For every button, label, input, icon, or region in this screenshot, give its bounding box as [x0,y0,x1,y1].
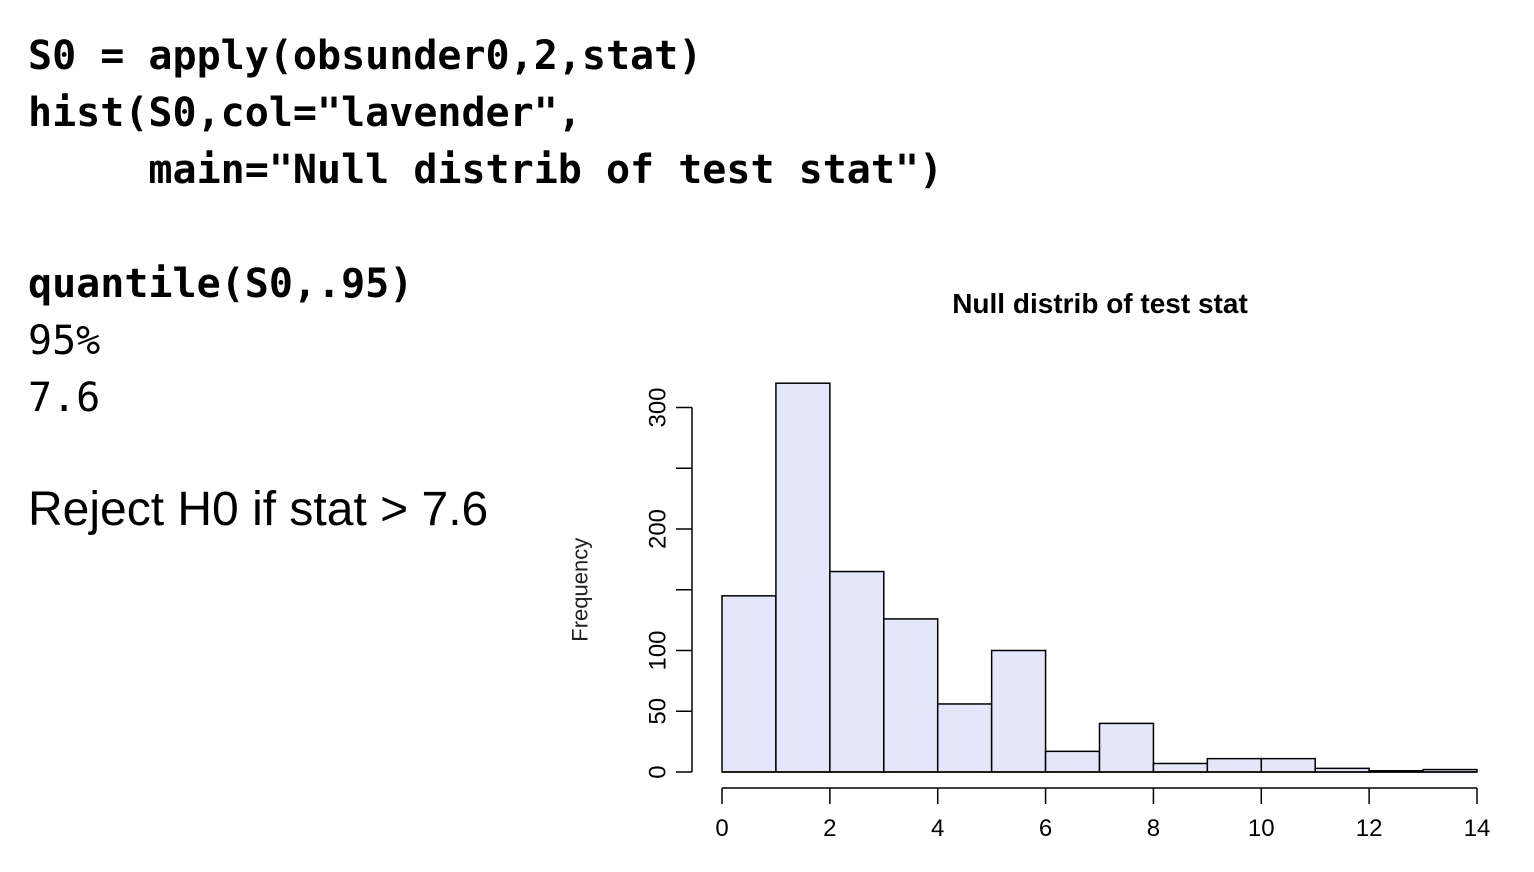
y-tick-label: 0 [645,765,672,778]
quantile-command: quantile(S0,.95) [28,261,414,307]
histogram-bar [775,382,831,773]
histogram-chart: Null distrib of test stat050100200300Fre… [568,288,1491,842]
chart-title: Null distrib of test stat [952,288,1248,319]
y-tick-label: 300 [645,387,672,427]
x-tick-label: 10 [1248,815,1275,842]
x-tick-label: 8 [1147,815,1160,842]
histogram-bar [990,649,1047,773]
x-tick-label: 4 [931,815,944,842]
histogram-bar [1152,762,1209,773]
rejection-rule: Reject H0 if stat > 7.6 [28,483,489,536]
x-tick-label: 12 [1356,815,1383,842]
y-tick-label: 50 [645,698,672,725]
code-line: S0 = apply(obsunder0,2,stat) [28,33,703,79]
quantile-output-value: 7.6 [28,375,101,421]
y-tick-label: 100 [645,630,672,670]
y-axis-label: Frequency [568,538,593,642]
histogram-bar [936,703,993,773]
histogram-bar [1044,750,1101,773]
histogram-bar [883,618,939,773]
histogram-bar [829,570,885,773]
y-tick-label: 200 [645,509,672,549]
quantile-output-label: 95% [28,318,101,364]
histogram-bar [1260,757,1316,773]
x-tick-label: 2 [823,815,836,842]
x-tick-label: 6 [1039,815,1052,842]
code-block: S0 = apply(obsunder0,2,stat) hist(S0,col=… [28,28,943,427]
histogram-bar [721,595,777,773]
x-tick-label: 0 [715,815,728,842]
histogram-bar [1098,722,1155,773]
code-line: main="Null distrib of test stat") [28,147,944,193]
histogram-bar [1206,757,1263,773]
blank-line [28,199,943,256]
x-tick-label: 14 [1464,815,1491,842]
code-line: hist(S0,col="lavender", [28,90,582,136]
